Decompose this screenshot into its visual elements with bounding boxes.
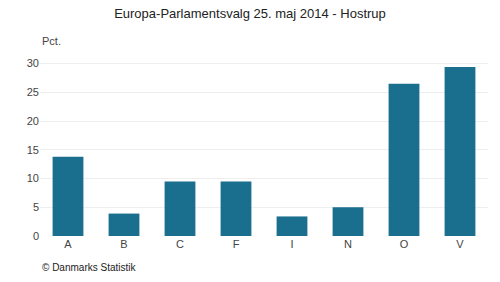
svg-text:V: V	[456, 238, 464, 250]
svg-text:Europa-Parlamentsvalg 25. maj: Europa-Parlamentsvalg 25. maj 2014 - Hos…	[114, 6, 386, 21]
svg-text:25: 25	[27, 86, 39, 98]
svg-text:15: 15	[27, 144, 39, 156]
svg-text:0: 0	[33, 230, 39, 242]
svg-text:A: A	[64, 238, 72, 250]
svg-text:B: B	[120, 238, 127, 250]
svg-text:20: 20	[27, 115, 39, 127]
svg-text:F: F	[233, 238, 240, 250]
svg-text:I: I	[290, 238, 293, 250]
svg-text:N: N	[344, 238, 352, 250]
svg-text:Pct.: Pct.	[42, 35, 61, 47]
svg-text:5: 5	[33, 201, 39, 213]
svg-text:C: C	[176, 238, 184, 250]
svg-text:10: 10	[27, 172, 39, 184]
svg-text:© Danmarks Statistik: © Danmarks Statistik	[42, 262, 137, 273]
svg-text:O: O	[400, 238, 409, 250]
svg-text:30: 30	[27, 57, 39, 69]
